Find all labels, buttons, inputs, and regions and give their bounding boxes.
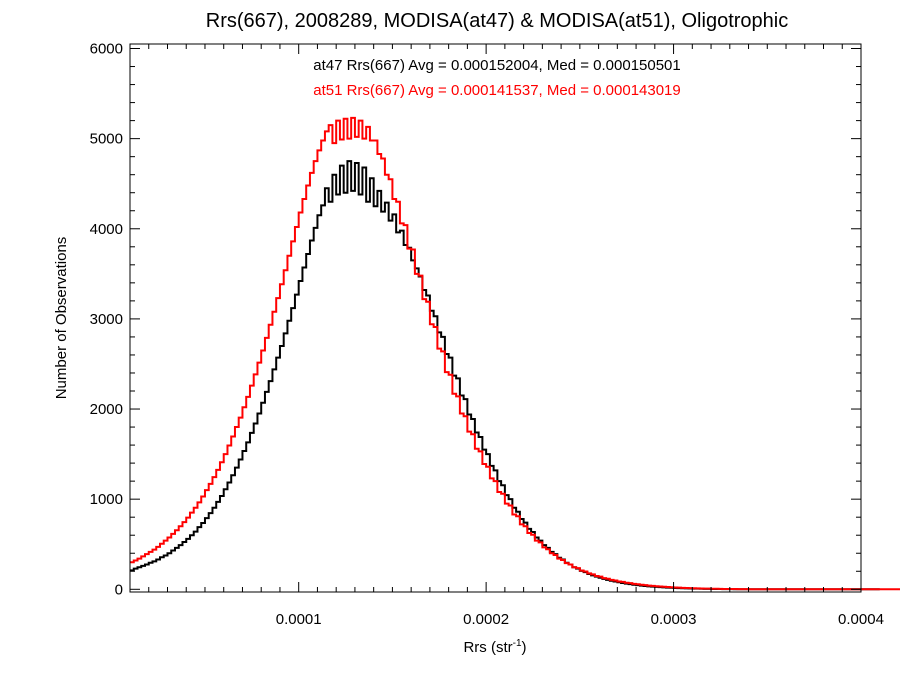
x-tick-label: 0.0001 [276, 611, 322, 628]
x-axis-label: Rrs (str-1) [463, 638, 526, 656]
x-axis-label-superscript: -1 [513, 638, 522, 649]
legend-at47-stats: at47 Rrs(667) Avg = 0.000152004, Med = 0… [313, 57, 681, 74]
y-tick-label: 5000 [90, 131, 123, 148]
y-tick-label: 2000 [90, 401, 123, 418]
legend-at51-stats: at51 Rrs(667) Avg = 0.000141537, Med = 0… [313, 82, 681, 99]
y-tick-label: 0 [115, 581, 123, 598]
series-layer [130, 116, 900, 591]
axis-ticks: 0.0001 0.0002 0.0003 0.0004 0 1000 2000 3000 400… [90, 41, 884, 628]
x-axis-label-suffix: ) [522, 639, 527, 656]
series-at47-line [130, 160, 880, 591]
chart-title: Rrs(667), 2008289, MODISA(at47) & MODISA… [206, 10, 788, 32]
x-tick-label: 0.0003 [651, 611, 697, 628]
y-axis-label: Number of Observations [53, 237, 70, 400]
x-tick-label: 0.0004 [838, 611, 884, 628]
series-at51-line [130, 116, 900, 591]
y-tick-label: 6000 [90, 41, 123, 58]
plot-frame [129, 43, 862, 593]
y-tick-label: 4000 [90, 221, 123, 238]
x-tick-label: 0.0002 [463, 611, 509, 628]
x-axis-label-main: Rrs (str [463, 639, 512, 656]
y-tick-label: 3000 [90, 311, 123, 328]
y-tick-label: 1000 [90, 491, 123, 508]
